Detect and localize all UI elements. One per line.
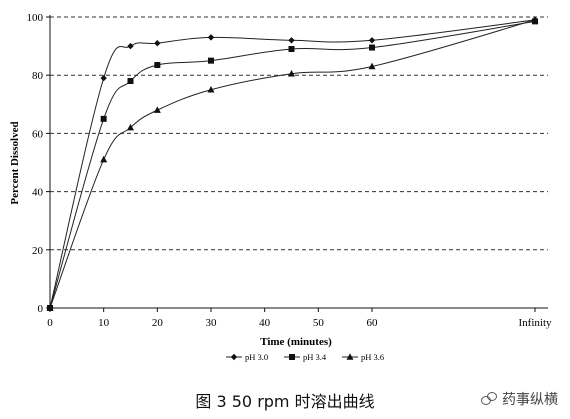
grid-lines	[50, 16, 548, 251]
data-point-diamond	[154, 39, 161, 47]
axes	[49, 15, 548, 309]
y-tick-label: 20	[32, 245, 44, 257]
data-point-square	[154, 62, 161, 69]
data-point-triangle	[127, 123, 134, 131]
y-tick-label: 80	[32, 70, 44, 82]
y-tick-label: 0	[38, 303, 44, 315]
y-tick-labels: 0 20 40 60 80 100	[27, 12, 50, 315]
legend-label: pH 3.4	[303, 352, 327, 362]
data-point-triangle	[288, 69, 295, 77]
data-point-diamond	[288, 37, 295, 44]
series-lines	[49, 19, 536, 309]
legend-label: pH 3.6	[361, 352, 384, 362]
wechat-icon	[481, 392, 497, 406]
legend-marker-triangle	[346, 353, 354, 360]
data-point-square	[208, 57, 214, 64]
x-tick-label: 10	[98, 317, 110, 329]
x-tick-labels: 0 10 20 30 40 50 60 Infinity	[47, 308, 552, 329]
y-tick-label: 100	[27, 12, 44, 24]
x-tick-label: 40	[259, 317, 271, 329]
legend: pH 3.0 pH 3.4 pH 3.6	[226, 352, 384, 362]
data-point-square	[127, 78, 134, 85]
x-tick-label: 0	[47, 317, 53, 329]
data-point-square	[100, 115, 107, 122]
y-tick-label: 40	[32, 187, 44, 199]
watermark: 药事纵横	[481, 389, 558, 409]
data-point-square	[369, 44, 375, 51]
x-axis-label: Time (minutes)	[260, 336, 332, 348]
y-tick-label: 60	[32, 128, 44, 140]
figure-caption: 图 3 50 rpm 时溶出曲线	[195, 392, 375, 411]
data-point-triangle	[100, 155, 108, 163]
data-point-diamond	[127, 42, 134, 50]
x-tick-label: 30	[206, 317, 218, 329]
series-line-diamond	[49, 19, 536, 309]
data-point-diamond	[207, 34, 215, 41]
legend-marker-square	[289, 354, 295, 360]
data-point-diamond	[368, 37, 376, 44]
y-axis-label: Percent Dissolved	[9, 121, 21, 204]
watermark-text: 药事纵横	[502, 392, 558, 408]
data-point-triangle	[46, 304, 54, 311]
series-line-triangle	[49, 19, 536, 309]
series-markers	[46, 16, 539, 312]
legend-marker-diamond	[230, 353, 238, 361]
series-line-square	[49, 20, 536, 309]
data-point-diamond	[100, 74, 107, 82]
x-tick-label: 60	[367, 317, 379, 329]
data-point-triangle	[368, 62, 376, 70]
data-point-triangle	[207, 85, 215, 93]
data-point-square	[288, 46, 295, 53]
data-point-triangle	[153, 106, 161, 113]
x-tick-label: Infinity	[519, 317, 552, 329]
x-tick-label: 50	[313, 317, 325, 329]
x-tick-label: 20	[152, 317, 164, 329]
data-point-triangle	[531, 16, 539, 23]
legend-label: pH 3.0	[245, 352, 268, 362]
dissolution-chart: 0 20 40 60 80 100 0 10 20 30 40 50 60 Infinity Perce…	[9, 12, 552, 362]
